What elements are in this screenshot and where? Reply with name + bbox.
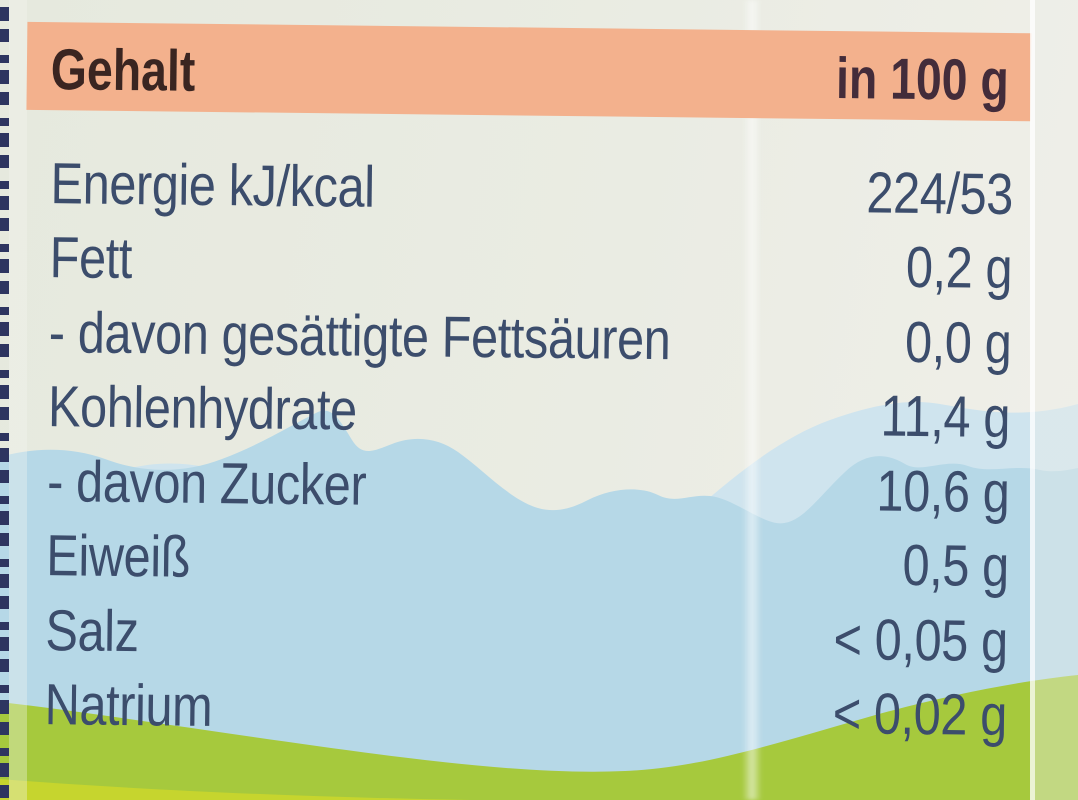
table-row: Fett 0,2 g <box>0 220 1076 307</box>
nutrient-name: Kohlenhydrate <box>47 374 358 443</box>
nutrient-name: Fett <box>49 225 133 292</box>
nutrient-name: Natrium <box>44 672 213 740</box>
hill-yellow <box>0 779 470 800</box>
nutrient-value: 224/53 <box>865 160 1013 227</box>
nutrient-value: 10,6 g <box>875 458 1010 525</box>
nutrition-rows: Energie kJ/kcal 224/53 Fett 0,2 g - davo… <box>0 146 1077 754</box>
label-left-edge <box>9 0 27 800</box>
table-row: - davon gesättigte Fettsäuren 0,0 g <box>0 295 1075 382</box>
table-row: Salz < 0,05 g <box>0 593 1072 680</box>
table-row: Eiweiß 0,5 g <box>0 518 1073 605</box>
nutrient-name: Salz <box>45 597 139 664</box>
header-unit-column: in 100 g <box>835 45 1010 113</box>
nutrient-name: - davon Zucker <box>46 448 367 518</box>
nutrient-name: Energie kJ/kcal <box>50 150 376 220</box>
nutrient-value: 0,2 g <box>905 235 1013 302</box>
header-title: Gehalt <box>50 36 196 104</box>
nutrient-value: 0,0 g <box>904 309 1012 376</box>
nutrient-value: 11,4 g <box>880 383 1011 451</box>
nutrient-name: - davon gesättigte Fettsäuren <box>48 299 671 372</box>
table-row: Energie kJ/kcal 224/53 <box>0 146 1077 233</box>
table-row: Kohlenhydrate 11,4 g <box>0 369 1074 456</box>
nutrient-name: Eiweiß <box>46 523 191 590</box>
table-row: Natrium < 0,02 g <box>0 667 1071 754</box>
table-row: - davon Zucker 10,6 g <box>0 444 1074 531</box>
jar-glare-stripe <box>742 0 762 800</box>
nutrient-value: < 0,05 g <box>833 606 1008 674</box>
hill-green <box>0 675 1078 800</box>
mountain-ridge <box>0 410 1078 800</box>
table-header-band: Gehalt in 100 g <box>26 21 1032 122</box>
nutrient-value: 0,5 g <box>901 533 1009 600</box>
nutrient-value: < 0,02 g <box>832 681 1007 749</box>
barcode-edge <box>0 0 9 800</box>
